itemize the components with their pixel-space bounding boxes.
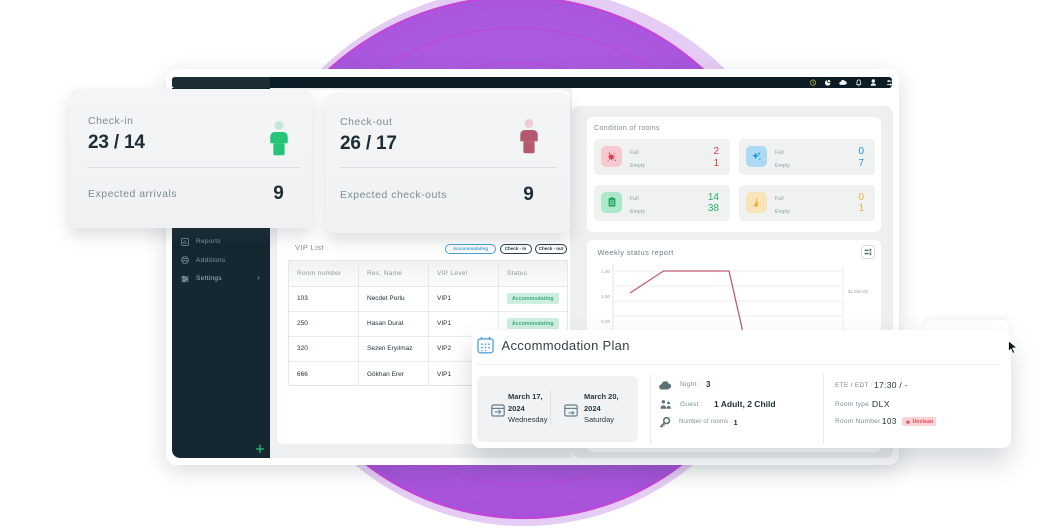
svg-text:5,00: 5,00 — [601, 319, 610, 324]
svg-text:1,50: 1,50 — [601, 294, 610, 299]
svg-text:1,00: 1,00 — [601, 269, 610, 274]
svg-text:$1.500,00: $1.500,00 — [848, 289, 869, 294]
